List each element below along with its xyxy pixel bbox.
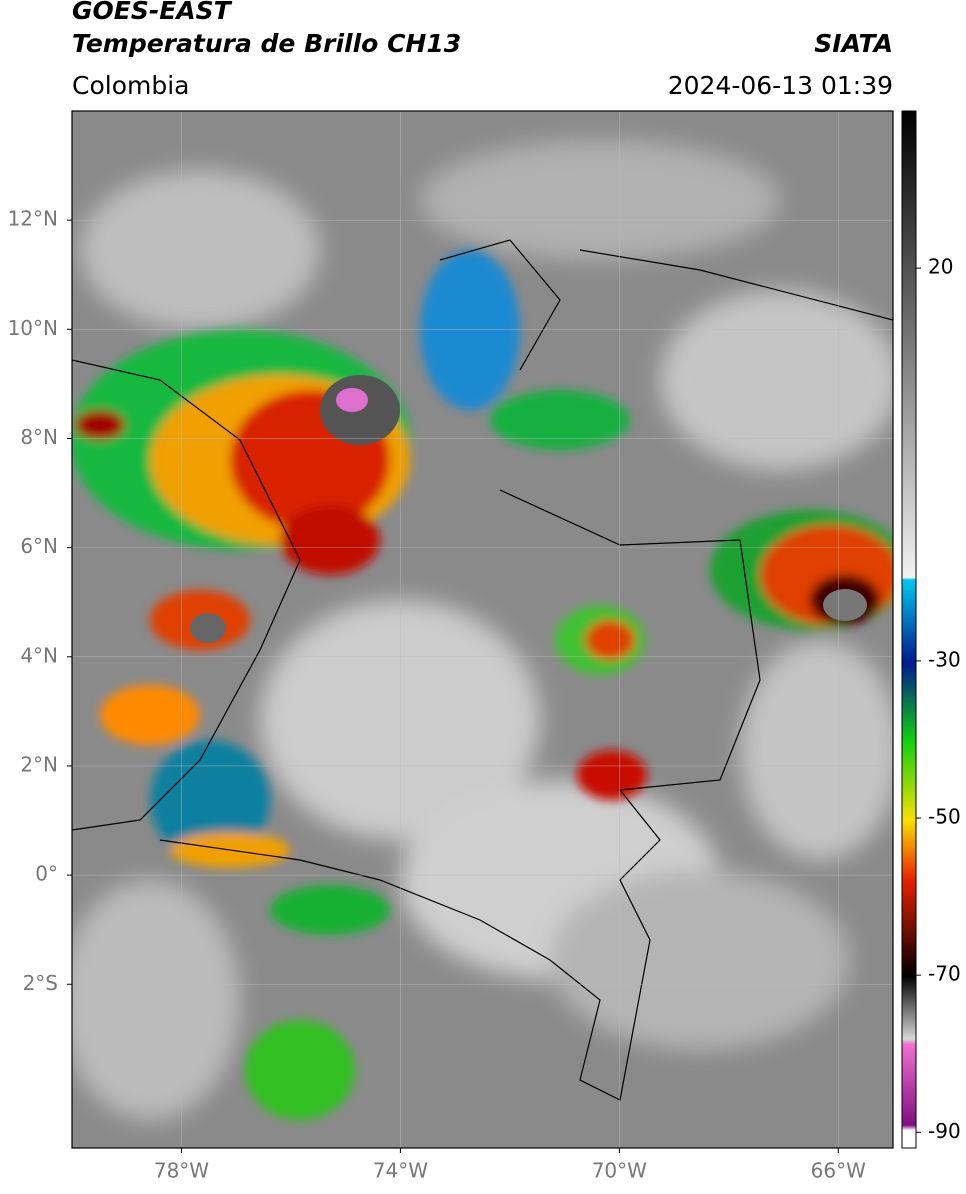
colorbar-tick-label: -90 [928,1119,961,1143]
grid [72,111,893,1148]
y-tick-label: 10°N [8,316,58,340]
x-tick-label: 78°W [154,1159,209,1183]
colorbar-tick-label: -30 [928,647,961,671]
storm-top [823,589,867,621]
source: SIATA [814,29,893,58]
x-tick-label: 74°W [373,1159,428,1183]
y-tick-label: 8°N [20,425,58,449]
y-tick-label: 4°N [20,643,58,667]
satellite: GOES-EAST [72,0,233,25]
x-tick-label: 70°W [592,1159,647,1183]
datetime: 2024-06-13 01:39 [668,71,893,100]
colorbar-tick-label: -70 [928,962,961,986]
storm-core [336,388,368,412]
map-frame [71,110,894,1149]
product: Temperatura de Brillo CH13 [72,29,461,58]
y-tick-label: 0° [35,862,58,886]
satellite-image [72,111,893,1148]
y-tick-label: 2°N [20,752,58,776]
storm-top [190,613,226,643]
x-tick-label: 66°W [811,1159,866,1183]
colorbar-tick-label: -50 [928,805,961,829]
colorbar [901,110,917,1149]
region: Colombia [72,71,189,100]
y-tick-label: 2°S [23,971,58,995]
borders [72,239,893,1101]
y-tick-label: 6°N [20,534,58,558]
colorbar-tick-label: 20 [928,255,953,279]
y-tick-label: 12°N [8,207,58,231]
